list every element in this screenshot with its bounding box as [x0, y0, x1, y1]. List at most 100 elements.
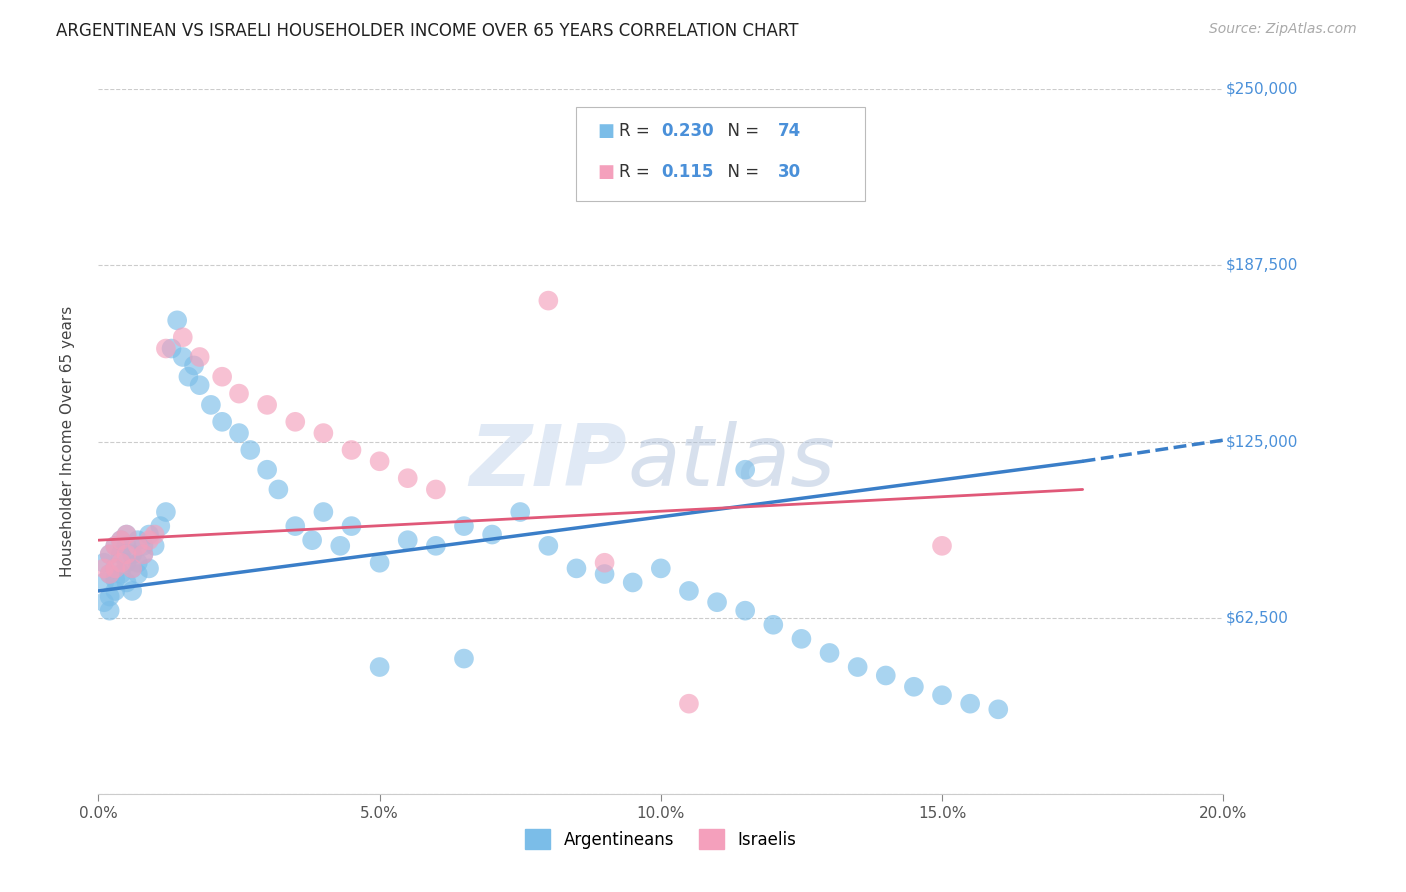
Point — [177, 369, 200, 384]
Point — [678, 697, 700, 711]
Point — [762, 617, 785, 632]
Point — [903, 680, 925, 694]
Point — [211, 369, 233, 384]
Point — [138, 561, 160, 575]
Point — [110, 533, 132, 548]
Text: ZIP: ZIP — [470, 421, 627, 504]
Point — [537, 293, 560, 308]
Point — [98, 590, 121, 604]
Text: 0.115: 0.115 — [661, 163, 713, 181]
Point — [537, 539, 560, 553]
Point — [818, 646, 841, 660]
Text: $125,000: $125,000 — [1226, 434, 1298, 449]
Point — [127, 556, 149, 570]
Point — [132, 547, 155, 561]
Point — [110, 533, 132, 548]
Point — [650, 561, 672, 575]
Point — [396, 471, 419, 485]
Point — [678, 583, 700, 598]
Point — [149, 519, 172, 533]
Point — [166, 313, 188, 327]
Point — [228, 386, 250, 401]
Point — [284, 519, 307, 533]
Point — [121, 547, 143, 561]
Text: Source: ZipAtlas.com: Source: ZipAtlas.com — [1209, 22, 1357, 37]
Text: 74: 74 — [778, 122, 801, 140]
Text: $62,500: $62,500 — [1226, 610, 1288, 625]
Point — [98, 567, 121, 582]
Point — [183, 359, 205, 373]
Point — [959, 697, 981, 711]
Point — [110, 547, 132, 561]
Point — [931, 539, 953, 553]
Text: 30: 30 — [778, 163, 800, 181]
Text: $250,000: $250,000 — [1226, 82, 1298, 96]
Point — [132, 547, 155, 561]
Point — [121, 561, 143, 575]
Point — [509, 505, 531, 519]
Text: atlas: atlas — [627, 421, 835, 504]
Point — [481, 527, 503, 541]
Point — [425, 539, 447, 553]
Point — [110, 567, 132, 582]
Point — [115, 575, 138, 590]
Point — [453, 651, 475, 665]
Point — [155, 505, 177, 519]
Point — [143, 527, 166, 541]
Point — [931, 688, 953, 702]
Point — [127, 567, 149, 582]
Point — [621, 575, 644, 590]
Point — [368, 454, 391, 468]
Point — [121, 561, 143, 575]
Y-axis label: Householder Income Over 65 years: Householder Income Over 65 years — [60, 306, 75, 577]
Point — [228, 426, 250, 441]
Point — [138, 527, 160, 541]
Point — [301, 533, 323, 548]
Point — [104, 583, 127, 598]
Point — [734, 463, 756, 477]
Text: ■: ■ — [598, 122, 614, 140]
Point — [593, 556, 616, 570]
Text: ARGENTINEAN VS ISRAELI HOUSEHOLDER INCOME OVER 65 YEARS CORRELATION CHART: ARGENTINEAN VS ISRAELI HOUSEHOLDER INCOM… — [56, 22, 799, 40]
Point — [239, 442, 262, 457]
Point — [987, 702, 1010, 716]
Point — [256, 463, 278, 477]
Point — [115, 527, 138, 541]
Point — [98, 567, 121, 582]
Text: R =: R = — [619, 163, 659, 181]
Point — [396, 533, 419, 548]
Point — [734, 604, 756, 618]
Point — [172, 330, 194, 344]
Point — [312, 426, 335, 441]
Point — [312, 505, 335, 519]
Point — [115, 556, 138, 570]
Point — [340, 442, 363, 457]
Point — [188, 378, 211, 392]
Point — [138, 533, 160, 548]
Text: ■: ■ — [598, 163, 614, 181]
Point — [425, 483, 447, 497]
Point — [115, 539, 138, 553]
Point — [104, 539, 127, 553]
Point — [98, 604, 121, 618]
Point — [104, 539, 127, 553]
Legend: Argentineans, Israelis: Argentineans, Israelis — [519, 822, 803, 856]
Point — [143, 539, 166, 553]
Text: R =: R = — [619, 122, 655, 140]
Text: N =: N = — [717, 122, 765, 140]
Point — [284, 415, 307, 429]
Point — [104, 561, 127, 575]
Point — [104, 561, 127, 575]
Point — [846, 660, 869, 674]
Point — [188, 350, 211, 364]
Point — [160, 342, 183, 356]
Point — [200, 398, 222, 412]
Point — [115, 547, 138, 561]
Point — [172, 350, 194, 364]
Point — [267, 483, 290, 497]
Point — [127, 533, 149, 548]
Point — [706, 595, 728, 609]
Point — [121, 583, 143, 598]
Point — [93, 595, 115, 609]
Point — [115, 527, 138, 541]
